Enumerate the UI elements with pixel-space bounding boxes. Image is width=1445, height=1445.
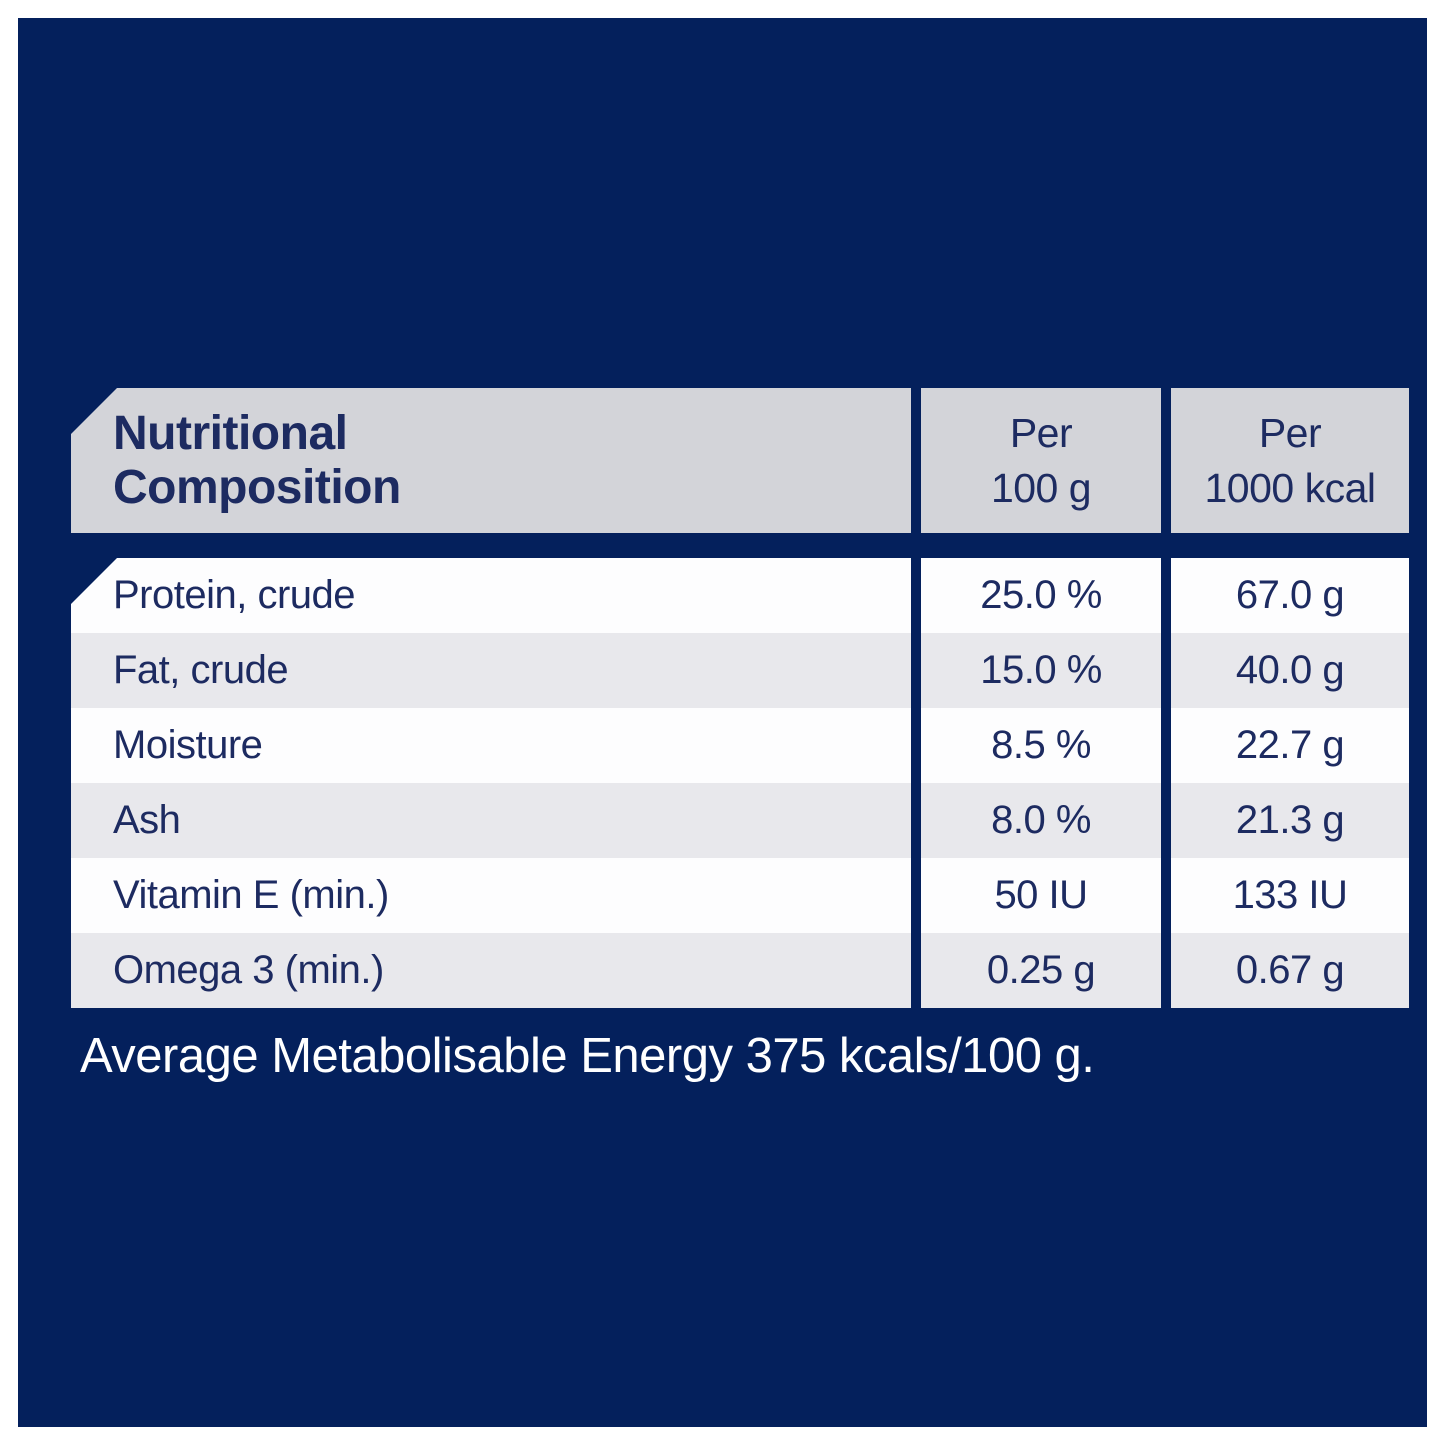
- col-per-100g-line1: Per: [1009, 410, 1073, 457]
- nutrition-table: Nutritional Composition Per 100 g Per 10…: [71, 388, 1409, 1008]
- row-value-per-100g: 8.0 %: [921, 783, 1161, 858]
- table-row-fat: Fat, crude 15.0 % 40.0 g: [71, 633, 1409, 708]
- row-value-per-1000kcal: 40.0 g: [1171, 633, 1409, 708]
- row-label: Moisture: [71, 708, 911, 783]
- row-value-per-1000kcal: 133 IU: [1171, 858, 1409, 933]
- table-body: Protein, crude 25.0 % 67.0 g Fat, crude …: [71, 558, 1409, 1008]
- row-value-per-100g: 50 IU: [921, 858, 1161, 933]
- table-header-row: Nutritional Composition Per 100 g Per 10…: [71, 388, 1409, 533]
- row-value-per-100g: 8.5 %: [921, 708, 1161, 783]
- row-value-per-100g: 25.0 %: [921, 558, 1161, 633]
- row-label: Vitamin E (min.): [71, 858, 911, 933]
- table-title-cell: Nutritional Composition: [71, 388, 911, 533]
- row-label: Ash: [71, 783, 911, 858]
- col-per-1000kcal-line2: 1000 kcal: [1204, 464, 1376, 511]
- row-value-per-100g: 15.0 %: [921, 633, 1161, 708]
- table-row-moisture: Moisture 8.5 % 22.7 g: [71, 708, 1409, 783]
- table-title-line1: Nutritional: [113, 406, 348, 460]
- row-label: Fat, crude: [71, 633, 911, 708]
- row-value-per-1000kcal: 0.67 g: [1171, 933, 1409, 1008]
- navy-background-panel: Nutritional Composition Per 100 g Per 10…: [18, 18, 1427, 1427]
- row-label: Protein, crude: [71, 558, 911, 633]
- table-row-ash: Ash 8.0 % 21.3 g: [71, 783, 1409, 858]
- col-per-100g-line2: 100 g: [990, 464, 1092, 511]
- column-header-per-1000kcal: Per 1000 kcal: [1171, 388, 1409, 533]
- table-row-protein: Protein, crude 25.0 % 67.0 g: [71, 558, 1409, 633]
- row-value-per-1000kcal: 22.7 g: [1171, 708, 1409, 783]
- table-title-line2: Composition: [113, 460, 401, 514]
- table-row-omega-3: Omega 3 (min.) 0.25 g 0.67 g: [71, 933, 1409, 1008]
- col-per-1000kcal-line1: Per: [1258, 410, 1322, 457]
- metabolisable-energy-note: Average Metabolisable Energy 375 kcals/1…: [80, 1029, 1095, 1083]
- row-label: Omega 3 (min.): [71, 933, 911, 1008]
- row-value-per-100g: 0.25 g: [921, 933, 1161, 1008]
- row-value-per-1000kcal: 67.0 g: [1171, 558, 1409, 633]
- column-header-per-100g: Per 100 g: [921, 388, 1161, 533]
- table-title: Nutritional Composition: [113, 407, 401, 515]
- row-value-per-1000kcal: 21.3 g: [1171, 783, 1409, 858]
- table-row-vitamin-e: Vitamin E (min.) 50 IU 133 IU: [71, 858, 1409, 933]
